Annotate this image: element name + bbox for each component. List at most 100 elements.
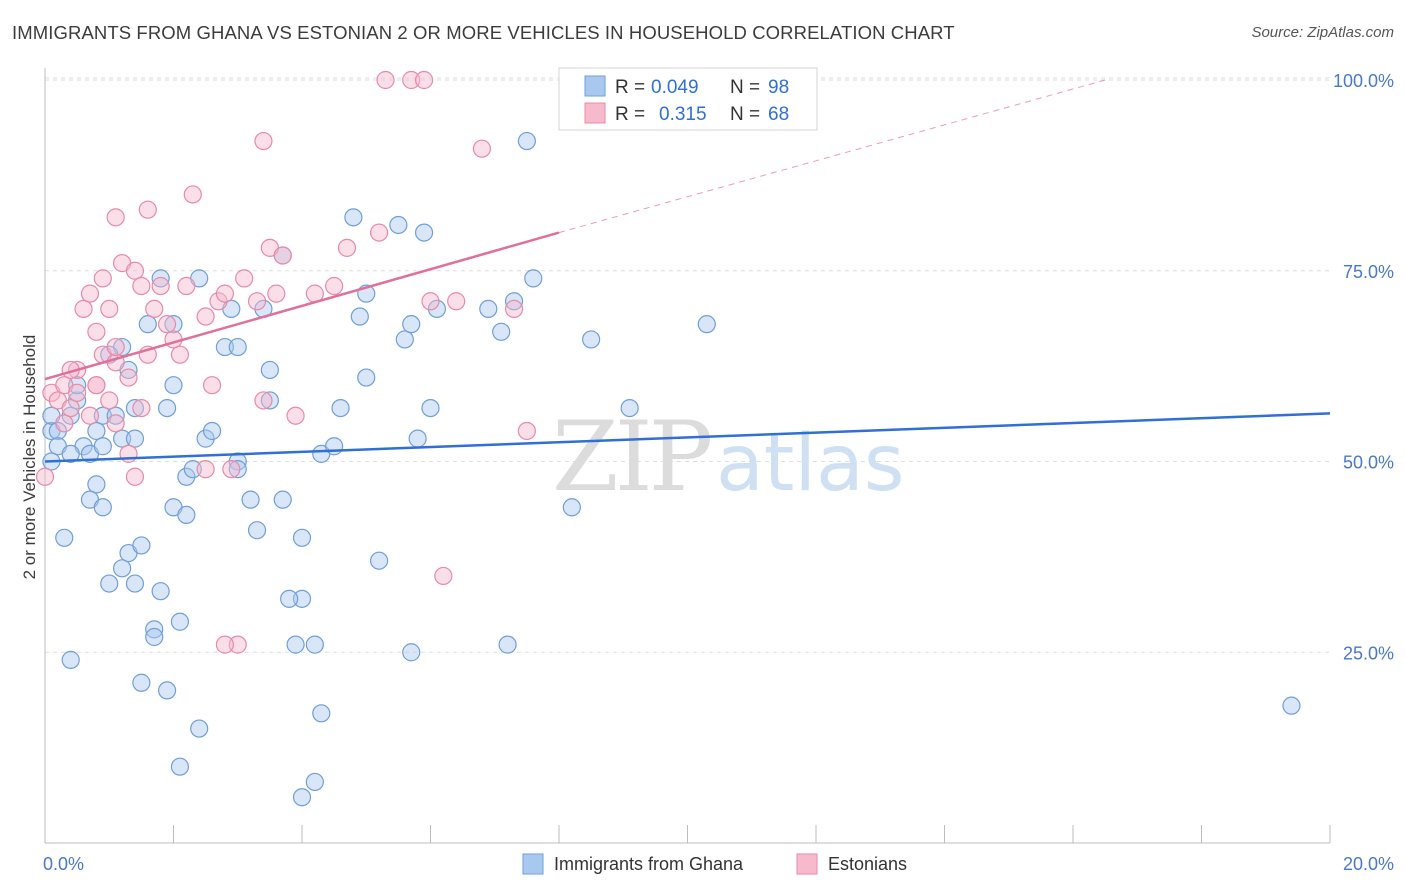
point-ghana-38 [260,391,279,410]
point-ghana-88 [479,299,498,318]
point-estonians-25 [132,276,151,296]
point-ghana-92 [697,315,716,334]
point-ghana-86 [504,292,524,311]
point-ghana-49 [350,307,369,326]
point-estonians-54 [414,70,434,90]
point-ghana-30 [215,337,234,357]
point-ghana-23 [164,376,183,395]
point-ghana-18 [125,429,145,448]
point-ghana-74 [177,505,196,525]
point-estonians-15 [100,391,119,410]
point-ghana-64 [112,559,132,578]
point-estonians-22 [125,467,145,486]
point-ghana-47 [331,398,350,418]
series-legend-swatch-estonians [796,853,818,875]
point-ghana-39 [260,360,279,380]
point-ghana-32 [228,337,247,357]
point-estonians-65 [80,406,100,425]
series-legend-swatch-ghana [522,853,544,875]
point-estonians-6 [68,383,87,402]
point-estonians-63 [87,376,106,395]
point-ghana-6 [68,391,87,410]
point-estonians-5 [61,398,80,418]
legend-n-label-estonians: N = [730,104,760,125]
point-ghana-36 [247,521,267,540]
point-ghana-61 [87,475,106,494]
trend-line-estonians [44,231,560,381]
point-ghana-42 [292,589,312,608]
point-estonians-61 [254,131,273,151]
point-estonians-51 [370,223,389,242]
point-ghana-96 [55,528,74,547]
point-estonians-34 [183,185,202,204]
point-ghana-95 [61,650,80,669]
point-ghana-84 [517,131,536,151]
point-ghana-72 [170,612,190,631]
point-estonians-28 [145,299,164,318]
y-tick-label-3: 100.0% [1333,71,1394,91]
x-tick-label-min: 0.0% [43,854,84,874]
point-ghana-24 [164,315,183,334]
point-ghana-52 [370,551,389,570]
watermark-zip: ZIP [552,401,711,513]
point-ghana-44 [305,635,324,654]
series-estonians-points [35,70,536,654]
point-estonians-13 [93,269,112,288]
point-estonians-50 [337,238,357,257]
point-ghana-90 [582,330,601,349]
point-ghana-63 [93,498,112,517]
point-estonians-35 [196,307,215,326]
point-estonians-33 [177,276,196,296]
point-estonians-59 [504,299,524,318]
series-legend-label-ghana: Immigrants from Ghana [554,854,744,874]
point-ghana-53 [389,215,408,235]
y-tick-labels: 25.0% 50.0% 75.0% 100.0% [1333,71,1394,663]
legend-n-label-ghana: N = [730,77,760,98]
point-estonians-55 [421,292,440,311]
x-tick-label-max: 20.0% [1343,854,1394,874]
point-estonians-38 [215,284,234,303]
point-ghana-5 [61,406,80,425]
y-tick-label-1: 50.0% [1343,453,1394,473]
point-ghana-56 [408,429,427,448]
legend-swatch-ghana [584,75,606,97]
point-estonians-11 [87,322,106,341]
legend-n-value-estonians: 68 [768,104,789,125]
point-estonians-60 [517,421,536,441]
point-ghana-7 [68,376,87,395]
point-ghana-26 [183,460,202,479]
point-estonians-58 [472,139,491,158]
point-ghana-28 [196,429,215,448]
point-ghana-11 [93,437,112,456]
point-estonians-37 [209,292,228,311]
point-estonians-29 [151,276,170,296]
y-tick-label-0: 25.0% [1343,643,1394,663]
point-ghana-33 [228,452,247,471]
y-axis-label: 2 or more Vehicles in Household [20,335,39,580]
point-ghana-35 [241,490,260,509]
point-ghana-80 [286,635,305,654]
chart-title: IMMIGRANTS FROM GHANA VS ESTONIAN 2 OR M… [12,22,955,43]
series-legend-label-estonians: Estonians [828,854,907,874]
point-ghana-83 [292,788,312,807]
point-estonians-8 [74,299,93,318]
point-estonians-40 [228,635,247,654]
point-ghana-22 [157,398,177,418]
point-ghana-41 [273,490,292,509]
point-ghana-85 [524,269,543,288]
point-estonians-0 [35,467,55,486]
point-ghana-14 [106,406,125,425]
point-ghana-29 [202,421,222,441]
point-ghana-51 [357,368,376,387]
point-estonians-4 [55,414,74,433]
point-ghana-94 [498,635,517,654]
point-ghana-89 [562,498,581,517]
point-ghana-66 [125,574,145,593]
point-estonians-46 [273,246,292,265]
point-estonians-67 [196,460,215,479]
point-ghana-82 [305,772,324,792]
point-estonians-57 [447,292,466,311]
series-legend: Immigrants from Ghana Estonians [522,853,907,875]
point-estonians-14 [100,299,119,318]
